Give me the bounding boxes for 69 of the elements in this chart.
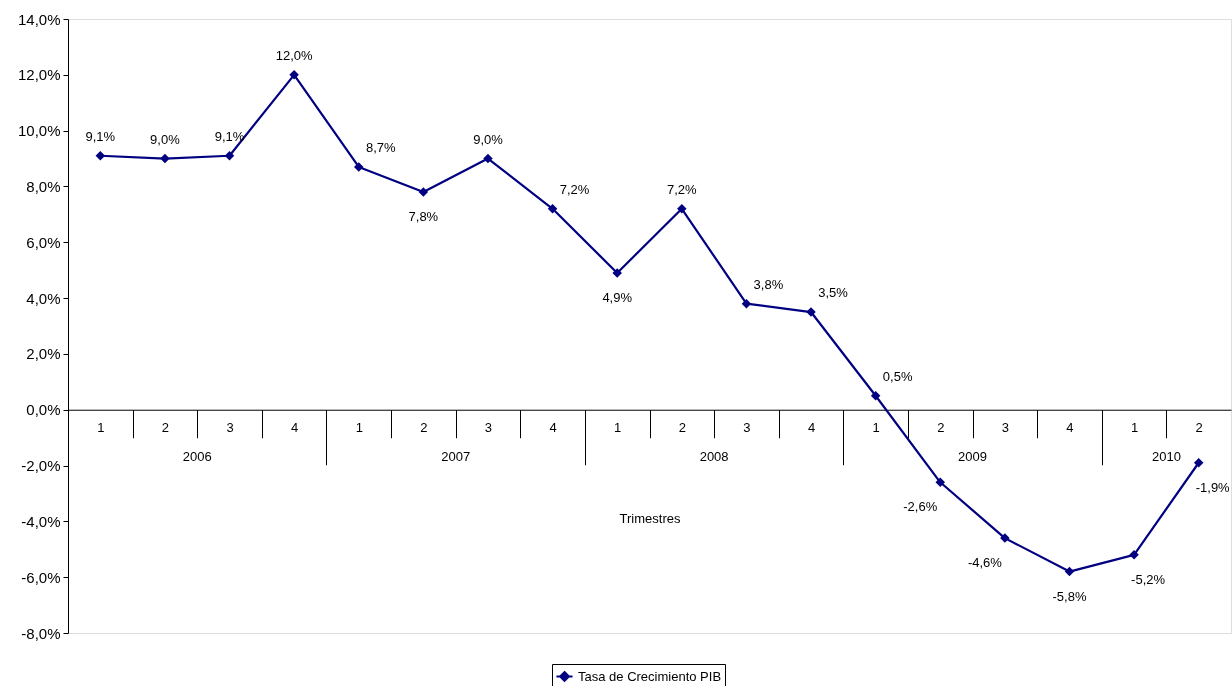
x-axis-title: Trimestres bbox=[619, 511, 681, 527]
data-label: -5,2% bbox=[1131, 571, 1166, 587]
y-tick-label: 2,0% bbox=[26, 345, 61, 363]
point bbox=[1064, 566, 1075, 577]
x-tick-label: 1 bbox=[614, 420, 622, 436]
point bbox=[935, 477, 945, 488]
point bbox=[160, 153, 170, 164]
x-tick-label: 4 bbox=[291, 420, 299, 436]
x-tick-label: 2 bbox=[420, 420, 428, 436]
data-label: -2,6% bbox=[903, 499, 938, 515]
x-tick-label: 2 bbox=[937, 420, 945, 436]
x-tick-label: 4 bbox=[549, 420, 557, 436]
data-label: 9,1% bbox=[85, 128, 116, 144]
point bbox=[224, 151, 235, 161]
data-label: 4,9% bbox=[602, 289, 633, 305]
y-tick-label: 10,0% bbox=[17, 122, 61, 140]
y-tick-label: 8,0% bbox=[26, 177, 61, 195]
point bbox=[677, 204, 687, 214]
x-tick-label: 1 bbox=[872, 420, 880, 436]
y-tick-label: -8,0% bbox=[21, 624, 61, 642]
data-label: -1,9% bbox=[1195, 479, 1231, 495]
annotation: 2006 bbox=[182, 448, 212, 464]
x-tick-label: 3 bbox=[743, 420, 751, 436]
data-label: 3,5% bbox=[818, 285, 849, 301]
point bbox=[354, 162, 364, 172]
y-tick-label: 0,0% bbox=[26, 401, 61, 419]
data-label: 9,0% bbox=[473, 131, 504, 147]
y-tick-label: 12,0% bbox=[17, 66, 61, 84]
y-tick-label: -6,0% bbox=[21, 568, 61, 586]
data-label: 9,0% bbox=[150, 131, 181, 147]
x-tick-label: 2 bbox=[161, 420, 170, 436]
x-tick-label: 3 bbox=[1001, 420, 1009, 436]
x-tick-label: 4 bbox=[1066, 420, 1074, 436]
data-label: 8,7% bbox=[365, 139, 396, 155]
x-tick-label: 2 bbox=[1195, 420, 1203, 436]
annotation: 2009 bbox=[958, 448, 988, 464]
data-label: -4,6% bbox=[967, 555, 1003, 571]
point bbox=[289, 70, 299, 80]
data-label: 7,8% bbox=[408, 209, 439, 225]
point bbox=[870, 391, 881, 401]
point bbox=[483, 153, 493, 164]
point bbox=[741, 298, 752, 309]
point bbox=[95, 151, 106, 161]
annotation: 2007 bbox=[441, 448, 471, 464]
x-tick-label: 4 bbox=[807, 420, 816, 436]
data-label: 0,5% bbox=[882, 368, 913, 384]
data-label: 12,0% bbox=[275, 47, 313, 63]
point bbox=[1193, 458, 1204, 468]
data-label: 7,2% bbox=[666, 181, 698, 197]
x-tick-label: 1 bbox=[355, 420, 363, 436]
point bbox=[547, 204, 558, 214]
x-tick-label: 2 bbox=[678, 420, 686, 436]
annotation: 2010 bbox=[1151, 448, 1181, 464]
data-label: 3,8% bbox=[753, 276, 784, 292]
annotation: 2008 bbox=[699, 448, 729, 464]
x-tick-label: 3 bbox=[226, 420, 234, 436]
legend-label: Tasa de Crecimiento PIB bbox=[578, 668, 722, 684]
y-tick-label: 14,0% bbox=[17, 10, 61, 28]
data-label: 7,2% bbox=[559, 181, 590, 197]
y-tick-label: 6,0% bbox=[26, 233, 61, 251]
y-tick-label: -4,0% bbox=[21, 512, 61, 530]
x-tick-label: 1 bbox=[97, 420, 105, 436]
y-tick-label: -2,0% bbox=[21, 457, 61, 475]
data-label: -5,8% bbox=[1052, 588, 1087, 604]
x-tick-label: 1 bbox=[1130, 420, 1139, 436]
y-tick-label: 4,0% bbox=[26, 289, 61, 307]
point bbox=[418, 187, 429, 197]
x-tick-label: 3 bbox=[484, 420, 493, 436]
data-label: 9,1% bbox=[214, 128, 245, 144]
